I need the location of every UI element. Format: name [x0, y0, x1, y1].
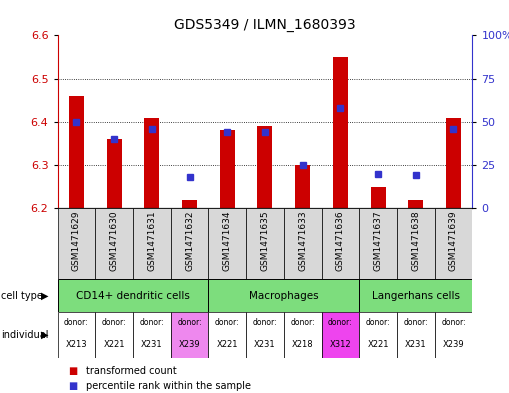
- Text: donor:: donor:: [441, 318, 466, 327]
- Bar: [246, 208, 284, 279]
- Text: ▶: ▶: [41, 290, 48, 301]
- Text: GSM1471630: GSM1471630: [109, 210, 119, 271]
- Text: X218: X218: [292, 340, 314, 349]
- Bar: [397, 208, 435, 279]
- Bar: [171, 208, 208, 279]
- Text: GSM1471634: GSM1471634: [223, 210, 232, 271]
- Text: donor:: donor:: [102, 318, 126, 327]
- Bar: [284, 312, 322, 358]
- Text: CD14+ dendritic cells: CD14+ dendritic cells: [76, 291, 190, 301]
- Bar: [133, 208, 171, 279]
- Text: Langerhans cells: Langerhans cells: [372, 291, 460, 301]
- Text: X231: X231: [254, 340, 276, 349]
- Bar: [208, 312, 246, 358]
- Bar: [435, 312, 472, 358]
- Text: X312: X312: [329, 340, 351, 349]
- Bar: [208, 208, 246, 279]
- Text: donor:: donor:: [177, 318, 202, 327]
- Text: X231: X231: [405, 340, 427, 349]
- Bar: [208, 279, 359, 312]
- Text: X221: X221: [216, 340, 238, 349]
- Bar: [171, 312, 208, 358]
- Text: ■: ■: [68, 366, 77, 376]
- Text: GSM1471638: GSM1471638: [411, 210, 420, 271]
- Text: GSM1471629: GSM1471629: [72, 210, 81, 271]
- Bar: [95, 208, 133, 279]
- Bar: [322, 312, 359, 358]
- Text: GSM1471631: GSM1471631: [147, 210, 156, 271]
- Text: individual: individual: [1, 330, 48, 340]
- Text: X221: X221: [103, 340, 125, 349]
- Text: percentile rank within the sample: percentile rank within the sample: [86, 381, 250, 391]
- Bar: [295, 165, 310, 208]
- Text: GSM1471632: GSM1471632: [185, 210, 194, 271]
- Bar: [95, 312, 133, 358]
- Bar: [58, 208, 95, 279]
- Text: donor:: donor:: [290, 318, 315, 327]
- Text: GSM1471639: GSM1471639: [449, 210, 458, 271]
- Bar: [220, 130, 235, 208]
- Text: X239: X239: [179, 340, 201, 349]
- Text: cell type: cell type: [1, 290, 43, 301]
- Bar: [435, 208, 472, 279]
- Text: ▶: ▶: [41, 330, 48, 340]
- Bar: [106, 139, 122, 208]
- Bar: [58, 279, 208, 312]
- Bar: [246, 312, 284, 358]
- Bar: [69, 96, 84, 208]
- Bar: [182, 200, 197, 208]
- Text: GSM1471637: GSM1471637: [374, 210, 383, 271]
- Bar: [446, 118, 461, 208]
- Bar: [408, 200, 423, 208]
- Bar: [359, 312, 397, 358]
- Bar: [58, 312, 95, 358]
- Text: X231: X231: [141, 340, 162, 349]
- Bar: [397, 312, 435, 358]
- Text: ■: ■: [68, 381, 77, 391]
- Text: donor:: donor:: [252, 318, 277, 327]
- Text: X239: X239: [443, 340, 464, 349]
- Bar: [133, 312, 171, 358]
- Bar: [322, 208, 359, 279]
- Text: donor:: donor:: [64, 318, 89, 327]
- Bar: [333, 57, 348, 208]
- Text: GSM1471636: GSM1471636: [336, 210, 345, 271]
- Bar: [258, 126, 272, 208]
- Bar: [359, 279, 472, 312]
- Text: donor:: donor:: [404, 318, 428, 327]
- Text: X221: X221: [367, 340, 389, 349]
- Bar: [144, 118, 159, 208]
- Text: GSM1471633: GSM1471633: [298, 210, 307, 271]
- Text: donor:: donor:: [215, 318, 240, 327]
- Text: Macrophages: Macrophages: [249, 291, 319, 301]
- Text: transformed count: transformed count: [86, 366, 176, 376]
- Text: donor:: donor:: [366, 318, 390, 327]
- Text: donor:: donor:: [139, 318, 164, 327]
- Text: X213: X213: [66, 340, 87, 349]
- Bar: [371, 187, 386, 208]
- Bar: [359, 208, 397, 279]
- Title: GDS5349 / ILMN_1680393: GDS5349 / ILMN_1680393: [174, 18, 356, 31]
- Text: GSM1471635: GSM1471635: [261, 210, 269, 271]
- Bar: [284, 208, 322, 279]
- Text: donor:: donor:: [328, 318, 353, 327]
